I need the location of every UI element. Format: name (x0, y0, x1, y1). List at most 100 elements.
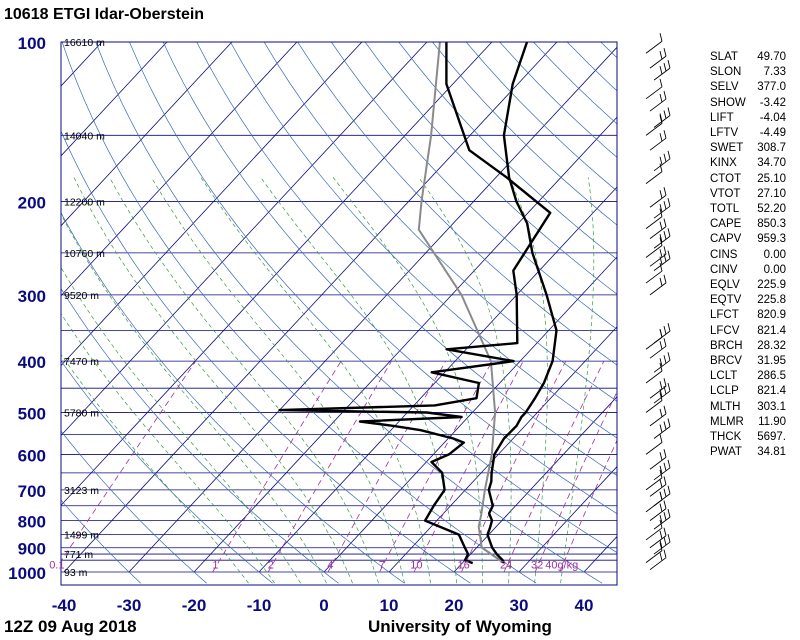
index-name: BRCH (710, 339, 743, 352)
isotherm-line (193, 116, 617, 573)
wind-barb (645, 469, 663, 491)
height-label: 9520 m (64, 290, 99, 302)
height-label: 16610 m (64, 37, 105, 49)
index-name: CINS (710, 248, 738, 261)
index-value: 49.70 (757, 51, 786, 63)
index-name: PWAT (710, 446, 742, 459)
temperature-tick-label: 40 (575, 596, 594, 615)
dry-adiabat-line (331, 42, 617, 330)
mixing-ratio-line (413, 360, 524, 573)
index-name: SHOW (710, 96, 746, 109)
mixing-ratio-line (267, 360, 392, 573)
moist-adiabat-line (73, 177, 353, 584)
index-value: 850.3 (757, 218, 786, 231)
index-row: SELV 377.0 (710, 80, 786, 95)
mixing-ratio-line (461, 360, 567, 573)
wind-barb (653, 198, 671, 219)
dry-adiabat-line (129, 42, 617, 553)
pressure-tick-label: 600 (18, 446, 46, 465)
moist-adiabat-line (61, 266, 301, 584)
temperature-tick-label: -30 (117, 596, 142, 615)
index-name: EQTV (710, 294, 742, 307)
isotherm-line (63, 42, 558, 573)
index-row: KINX 34.70 (710, 156, 786, 171)
mixing-ratio-label: 32 (531, 560, 543, 572)
index-name: SWET (710, 142, 744, 155)
wind-barb (653, 59, 671, 81)
wind-barb (645, 434, 663, 455)
index-row: LCLP 821.4 (710, 384, 786, 399)
temperature-tick-label: -20 (182, 596, 207, 615)
index-name: LFCT (710, 309, 739, 322)
wind-barb (649, 187, 667, 208)
mixing-ratio-label: 10 (410, 560, 422, 572)
isotherm-line (128, 46, 617, 573)
index-value: -3.42 (759, 96, 786, 109)
wind-barb (653, 485, 671, 507)
moist-adiabat-line (61, 312, 275, 584)
index-row: MLTH 303.1 (710, 400, 786, 415)
height-label: 12200 m (64, 197, 105, 209)
moist-adiabat-line (200, 177, 431, 584)
chart-title: 10618 ETGI Idar-Oberstein (4, 6, 205, 23)
moist-adiabat-line (260, 177, 457, 584)
mixing-ratio-label: 16 (457, 560, 469, 572)
index-name: KINX (710, 157, 737, 170)
wind-barb (645, 392, 663, 413)
index-name: CTOT (710, 172, 742, 185)
wind-barb (653, 323, 671, 344)
index-row: CINV 0.00 (710, 263, 786, 278)
pressure-tick-label: 500 (18, 404, 46, 423)
index-row: EQTV 225.8 (710, 293, 786, 308)
index-name: SLON (710, 66, 742, 79)
index-value: 377.0 (757, 81, 786, 94)
isotherm-line (61, 42, 233, 227)
pressure-tick-label: 1000 (8, 564, 46, 583)
wind-barb (649, 405, 667, 427)
index-name: EQLV (710, 279, 740, 292)
index-value: 27.10 (757, 187, 786, 200)
wind-barb (649, 378, 667, 399)
isotherm-line (388, 326, 617, 573)
wind-barb (645, 163, 663, 184)
wind-barb (645, 519, 663, 541)
index-name: LCLP (710, 385, 739, 398)
mixing-ratio-line (379, 360, 493, 573)
moist-adiabat-line (109, 177, 379, 584)
index-value: 225.9 (757, 279, 786, 292)
pressure-tick-label: 300 (18, 287, 46, 306)
mixing-ratio-label: 0.1 (49, 560, 64, 572)
wind-barb (645, 208, 663, 230)
wind-barb (649, 338, 667, 359)
index-value: 303.1 (757, 400, 786, 413)
wind-barb (649, 218, 667, 240)
index-row: LCLT 286.5 (710, 369, 786, 384)
index-value: -4.04 (759, 111, 786, 124)
wind-barb (653, 418, 671, 439)
index-name: LFTV (710, 127, 739, 140)
wind-barb (653, 250, 671, 271)
height-label: 5780 m (64, 407, 99, 419)
mixing-ratio-line (327, 360, 447, 573)
index-row: SWET 308.7 (710, 141, 786, 156)
index-name: MLTH (710, 400, 741, 413)
wind-barb (649, 476, 667, 497)
wind-barb (649, 500, 667, 521)
temperature-tick-label: 10 (380, 596, 399, 615)
index-name: TOTL (710, 203, 740, 216)
mixing-ratio-label: 1 (212, 560, 218, 572)
moist-adiabat-line (61, 353, 249, 584)
index-value: 821.4 (757, 324, 786, 337)
wind-barb (649, 449, 667, 470)
index-value: 225.8 (757, 294, 786, 307)
index-row: LFCV 821.4 (710, 324, 786, 339)
wind-barb (649, 246, 667, 267)
dry-adiabat-line (162, 42, 617, 515)
index-row: SLAT 49.70 (710, 50, 786, 65)
pressure-tick-label: 800 (18, 513, 46, 532)
wind-barb (645, 362, 663, 384)
dry-adiabat-line (364, 42, 617, 295)
isotherm-line (61, 42, 298, 297)
temperature-tick-label: 30 (510, 596, 529, 615)
index-row: BRCV 31.95 (710, 354, 786, 369)
